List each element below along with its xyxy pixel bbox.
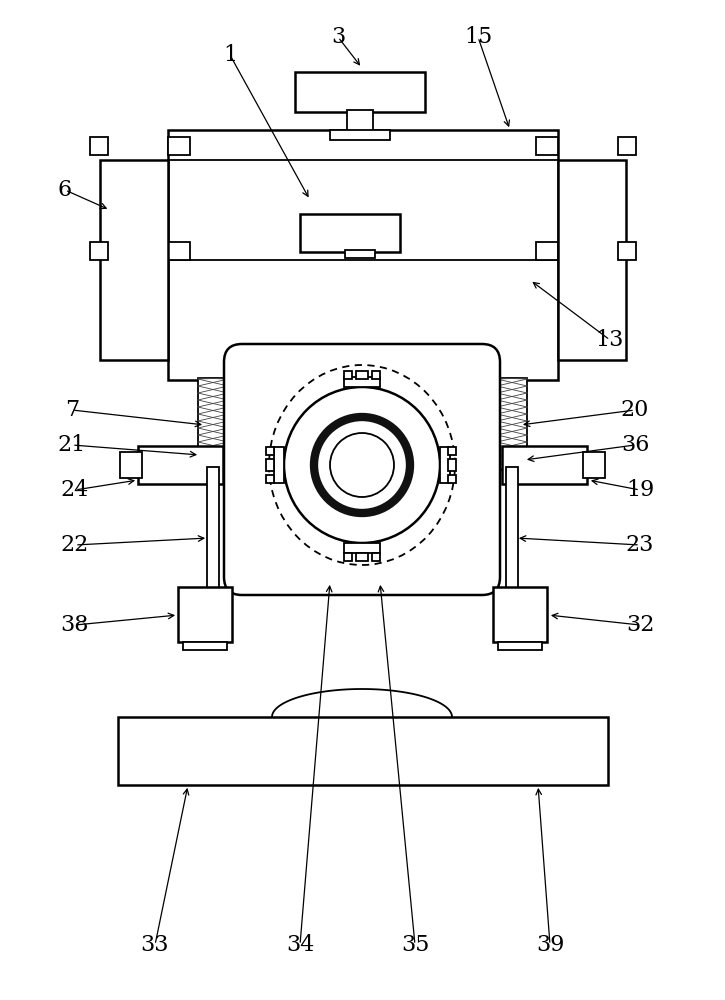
- Bar: [356, 553, 368, 561]
- Text: 34: 34: [286, 934, 314, 956]
- Text: 6: 6: [58, 179, 72, 201]
- Bar: [168, 130, 558, 380]
- Bar: [345, 250, 375, 258]
- Bar: [448, 475, 456, 483]
- Bar: [502, 446, 587, 484]
- Bar: [168, 242, 190, 260]
- Text: 7: 7: [65, 399, 79, 421]
- Bar: [618, 242, 636, 260]
- Bar: [90, 242, 108, 260]
- Bar: [266, 447, 274, 455]
- Circle shape: [314, 417, 410, 513]
- Text: 13: 13: [596, 329, 624, 351]
- Bar: [347, 110, 373, 132]
- Bar: [583, 452, 605, 478]
- Bar: [198, 378, 228, 470]
- Bar: [344, 371, 352, 379]
- Text: 21: 21: [58, 434, 86, 456]
- Bar: [344, 377, 380, 387]
- Text: 39: 39: [536, 934, 564, 956]
- Bar: [138, 446, 223, 484]
- Bar: [295, 72, 425, 112]
- Bar: [90, 137, 108, 155]
- Bar: [372, 553, 380, 561]
- Bar: [274, 447, 284, 483]
- Bar: [300, 214, 400, 252]
- Bar: [266, 459, 274, 471]
- Bar: [183, 642, 227, 650]
- Ellipse shape: [269, 365, 455, 565]
- Bar: [372, 371, 380, 379]
- Text: 33: 33: [141, 934, 169, 956]
- Circle shape: [284, 387, 440, 543]
- Bar: [497, 378, 527, 470]
- Text: 38: 38: [61, 614, 89, 636]
- Bar: [448, 447, 456, 455]
- Text: 20: 20: [621, 399, 649, 421]
- Text: 32: 32: [626, 614, 654, 636]
- Bar: [618, 137, 636, 155]
- Text: 35: 35: [401, 934, 429, 956]
- Text: 15: 15: [464, 26, 492, 48]
- Text: 36: 36: [621, 434, 649, 456]
- Bar: [493, 587, 547, 642]
- Text: 3: 3: [331, 26, 345, 48]
- FancyBboxPatch shape: [224, 344, 500, 595]
- Bar: [207, 467, 219, 590]
- Circle shape: [330, 433, 394, 497]
- Bar: [506, 467, 518, 590]
- Bar: [330, 130, 390, 140]
- Text: 1: 1: [223, 44, 237, 66]
- Bar: [118, 717, 608, 785]
- Bar: [344, 543, 380, 553]
- Bar: [100, 160, 168, 360]
- Text: 23: 23: [626, 534, 654, 556]
- Bar: [536, 137, 558, 155]
- Bar: [356, 371, 368, 379]
- Bar: [440, 447, 450, 483]
- Bar: [558, 160, 626, 360]
- Bar: [536, 242, 558, 260]
- Bar: [168, 137, 190, 155]
- Text: 22: 22: [61, 534, 89, 556]
- Text: 19: 19: [626, 479, 654, 501]
- Text: 24: 24: [61, 479, 89, 501]
- Bar: [266, 475, 274, 483]
- Bar: [344, 553, 352, 561]
- Bar: [120, 452, 142, 478]
- Bar: [178, 587, 232, 642]
- Bar: [498, 642, 542, 650]
- Bar: [448, 459, 456, 471]
